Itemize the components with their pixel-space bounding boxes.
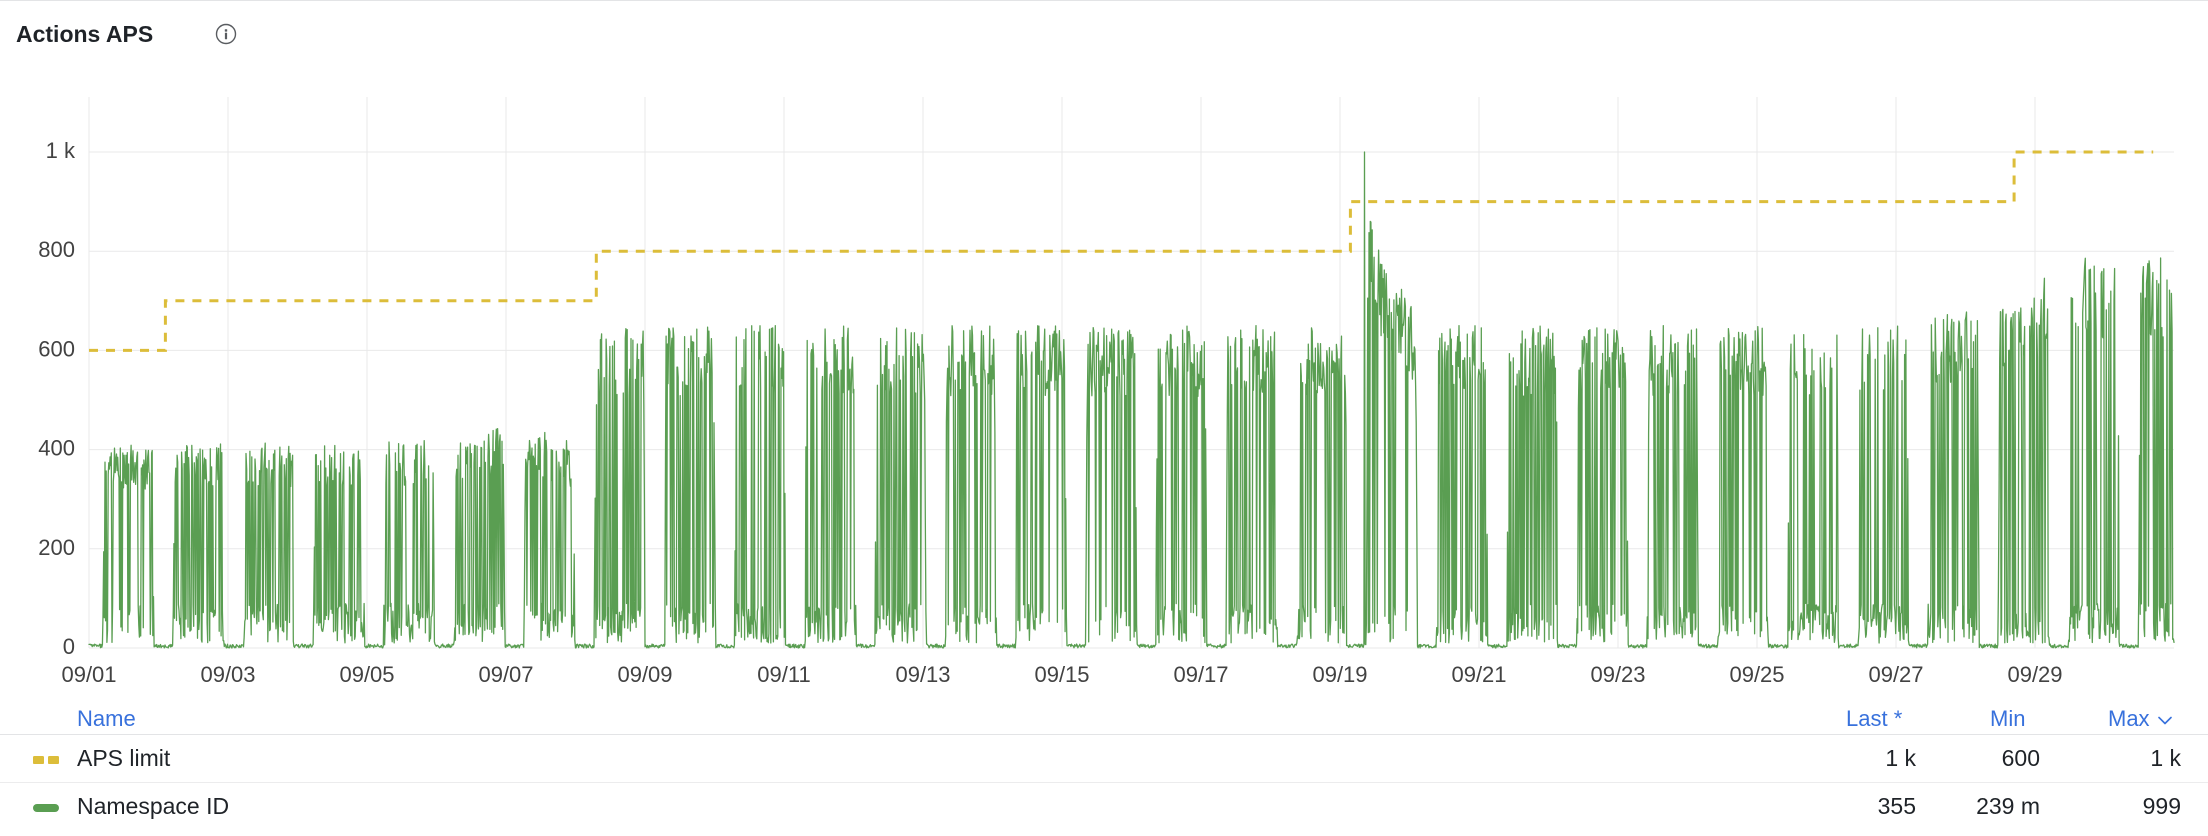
- svg-text:09/01: 09/01: [61, 662, 116, 687]
- svg-text:09/03: 09/03: [200, 662, 255, 687]
- svg-text:09/29: 09/29: [2007, 662, 2062, 687]
- svg-text:09/09: 09/09: [617, 662, 672, 687]
- svg-text:09/11: 09/11: [757, 662, 810, 687]
- svg-text:09/17: 09/17: [1173, 662, 1228, 687]
- svg-text:09/05: 09/05: [339, 662, 394, 687]
- svg-text:1 k: 1 k: [46, 138, 76, 163]
- svg-text:400: 400: [38, 436, 75, 461]
- svg-text:800: 800: [38, 237, 75, 262]
- svg-text:09/19: 09/19: [1312, 662, 1367, 687]
- svg-text:09/25: 09/25: [1729, 662, 1784, 687]
- svg-text:09/15: 09/15: [1034, 662, 1089, 687]
- svg-text:09/07: 09/07: [478, 662, 533, 687]
- svg-text:09/23: 09/23: [1590, 662, 1645, 687]
- svg-text:0: 0: [63, 634, 75, 659]
- svg-text:09/27: 09/27: [1868, 662, 1923, 687]
- svg-text:09/21: 09/21: [1451, 662, 1506, 687]
- svg-text:09/13: 09/13: [895, 662, 950, 687]
- svg-text:200: 200: [38, 535, 75, 560]
- svg-text:600: 600: [38, 336, 75, 361]
